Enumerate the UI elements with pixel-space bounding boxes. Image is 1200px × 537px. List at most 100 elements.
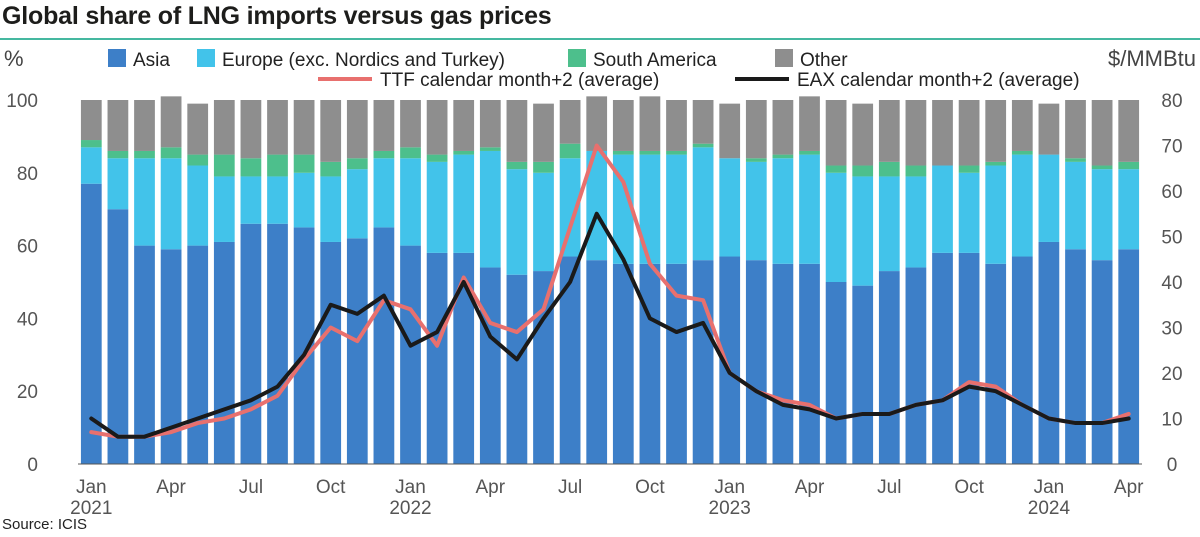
- bar-other-2023-04: [799, 96, 820, 151]
- bar-other-2022-07: [559, 100, 581, 144]
- bar-other-2022-09: [612, 100, 634, 151]
- bar-europe-exc-nordics-and-turkey-2021-06: [213, 176, 235, 242]
- bar-asia-2022-02: [426, 252, 448, 464]
- bar-south-america-2021-02: [107, 150, 129, 159]
- bar-south-america-2023-06: [852, 165, 874, 177]
- bar-asia-2021-05: [187, 245, 209, 464]
- x-tick-year-2022: 2022: [389, 498, 431, 519]
- bar-south-america-2022-04: [479, 147, 501, 151]
- bar-europe-exc-nordics-and-turkey-2022-06: [533, 172, 554, 272]
- bar-europe-exc-nordics-and-turkey-2022-12: [692, 147, 714, 261]
- bar-europe-exc-nordics-and-turkey-2021-12: [373, 158, 395, 228]
- bar-other-2022-06: [533, 103, 554, 162]
- bar-europe-exc-nordics-and-turkey-2022-02: [426, 161, 448, 253]
- bar-asia-2023-12: [1011, 256, 1033, 464]
- bars: [80, 96, 1140, 464]
- bar-asia-2023-11: [985, 263, 1007, 464]
- bar-south-america-2021-03: [134, 150, 155, 159]
- bar-other-2022-12: [692, 100, 714, 144]
- bar-other-2023-10: [958, 100, 980, 166]
- bar-europe-exc-nordics-and-turkey-2023-04: [799, 154, 820, 264]
- x-tick-month-39: Apr: [1114, 477, 1144, 498]
- bar-europe-exc-nordics-and-turkey-2022-03: [453, 154, 475, 253]
- bar-south-america-2024-04: [1118, 161, 1140, 170]
- bar-europe-exc-nordics-and-turkey-2023-05: [825, 172, 847, 282]
- right-axis-ticks: 0 10 20 30 40 50 60 70 80: [1161, 91, 1182, 476]
- bar-other-2022-02: [426, 100, 448, 155]
- right-tick-20: 20: [1161, 364, 1182, 385]
- bar-other-2023-01: [719, 103, 741, 159]
- bar-asia-2022-11: [666, 263, 687, 464]
- bar-other-2022-11: [666, 100, 687, 151]
- bar-asia-2022-05: [506, 274, 528, 464]
- bar-asia-2021-08: [267, 223, 288, 464]
- bar-asia-2021-12: [373, 227, 395, 464]
- bar-other-2021-08: [267, 100, 288, 155]
- x-tick-year-2021: 2021: [70, 498, 112, 519]
- bar-asia-2021-06: [213, 241, 235, 464]
- bar-south-america-2022-06: [533, 161, 554, 173]
- chart-title: Global share of LNG imports versus gas p…: [2, 2, 552, 30]
- bar-other-2024-03: [1091, 100, 1113, 166]
- bar-south-america-2021-01: [80, 140, 102, 148]
- bar-other-2021-03: [134, 100, 155, 151]
- bar-europe-exc-nordics-and-turkey-2024-03: [1091, 169, 1113, 261]
- bar-other-2023-07: [878, 100, 900, 162]
- bar-europe-exc-nordics-and-turkey-2023-01: [719, 158, 741, 257]
- source-note: Source: ICIS: [2, 516, 88, 533]
- bar-south-america-2023-05: [825, 165, 847, 173]
- bar-asia-2022-08: [586, 260, 608, 464]
- bar-south-america-2022-05: [506, 161, 528, 170]
- bar-other-2023-11: [985, 100, 1007, 162]
- left-tick-100: 100: [6, 91, 38, 112]
- bar-south-america-2021-06: [213, 154, 235, 177]
- x-tick-month-27: Apr: [795, 477, 825, 498]
- bar-south-america-2021-10: [320, 161, 342, 177]
- bar-europe-exc-nordics-and-turkey-2022-01: [400, 158, 421, 246]
- bar-europe-exc-nordics-and-turkey-2021-09: [293, 172, 315, 228]
- bar-asia-2023-05: [825, 282, 847, 464]
- x-tick-month-0: Jan: [76, 477, 107, 498]
- bar-other-2022-03: [453, 100, 475, 151]
- left-axis-label: %: [4, 46, 24, 71]
- x-tick-month-12: Jan: [395, 477, 426, 498]
- bar-asia-2023-09: [932, 252, 953, 464]
- bar-south-america-2022-10: [639, 150, 661, 155]
- title-rule: [0, 38, 1200, 40]
- bar-asia-2023-06: [852, 285, 874, 464]
- bar-south-america-2023-04: [799, 150, 820, 155]
- bar-other-2023-12: [1011, 100, 1033, 151]
- bar-europe-exc-nordics-and-turkey-2021-03: [134, 158, 155, 246]
- legend-swatch-asia: [108, 49, 126, 67]
- bar-asia-2023-08: [905, 267, 927, 464]
- right-tick-80: 80: [1161, 91, 1182, 112]
- bar-europe-exc-nordics-and-turkey-2021-11: [346, 169, 368, 239]
- x-tick-month-3: Apr: [156, 477, 186, 498]
- bar-asia-2022-10: [639, 263, 661, 464]
- bar-other-2024-01: [1038, 103, 1060, 155]
- x-tick-month-18: Jul: [558, 477, 582, 498]
- bar-south-america-2023-11: [985, 161, 1007, 166]
- bar-other-2021-09: [293, 100, 315, 155]
- bar-europe-exc-nordics-and-turkey-2021-10: [320, 176, 342, 242]
- bar-south-america-2021-08: [267, 154, 288, 177]
- bar-europe-exc-nordics-and-turkey-2023-07: [878, 176, 900, 272]
- bar-europe-exc-nordics-and-turkey-2023-03: [772, 158, 794, 264]
- bar-south-america-2021-09: [293, 154, 315, 173]
- bar-other-2021-12: [373, 100, 395, 151]
- bar-south-america-2021-11: [346, 158, 368, 170]
- legend-swatch-south-america: [568, 49, 586, 67]
- right-tick-10: 10: [1161, 410, 1182, 431]
- bar-other-2023-09: [932, 100, 953, 166]
- bar-europe-exc-nordics-and-turkey-2022-11: [666, 154, 687, 264]
- bar-other-2022-04: [479, 100, 501, 148]
- bar-other-2024-02: [1065, 100, 1086, 159]
- bar-asia-2021-11: [346, 238, 368, 464]
- bar-asia-2024-03: [1091, 260, 1113, 464]
- legend-swatch-europe: [197, 49, 215, 67]
- bar-europe-exc-nordics-and-turkey-2022-07: [559, 158, 581, 257]
- bar-europe-exc-nordics-and-turkey-2021-05: [187, 165, 209, 246]
- bar-europe-exc-nordics-and-turkey-2022-09: [612, 154, 634, 264]
